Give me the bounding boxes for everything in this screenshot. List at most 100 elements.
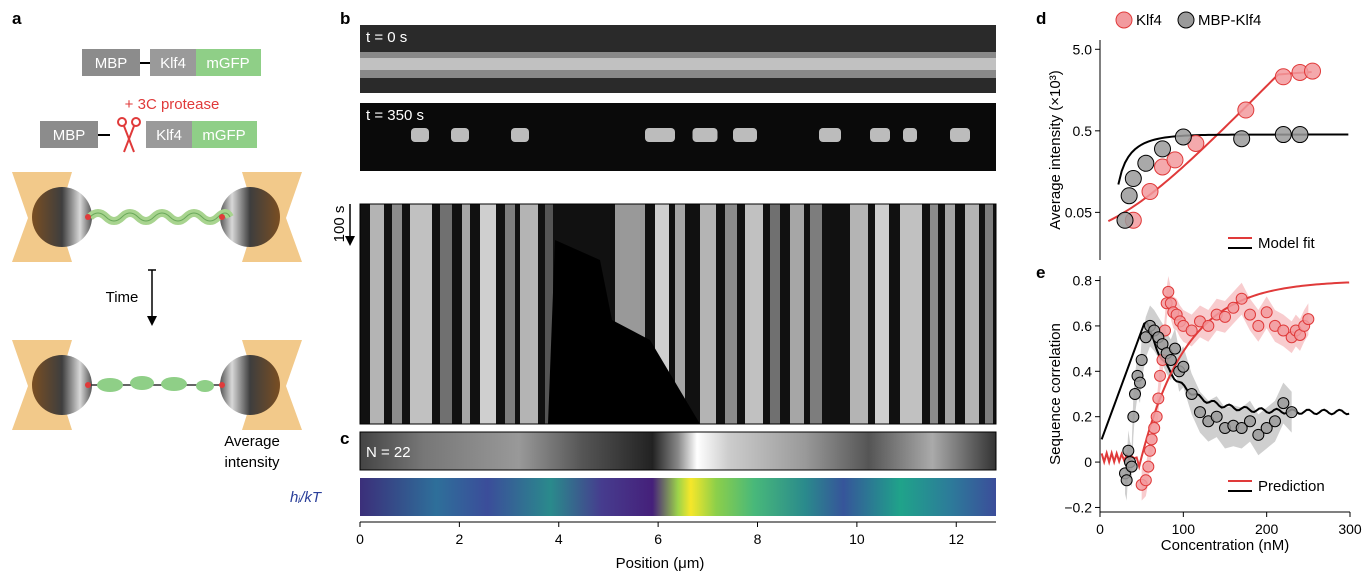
- klf4-box-label: Klf4: [160, 55, 186, 72]
- chart-e-point-klf4: [1219, 310, 1231, 323]
- kymograph: [359, 203, 997, 425]
- average-intensity-label-2: intensity: [224, 454, 280, 471]
- time-label: Time: [106, 289, 139, 306]
- mbp2-box-label: MBP: [53, 127, 86, 144]
- kymograph-trace: [700, 204, 716, 424]
- chart-e-point-klf4: [1148, 422, 1161, 435]
- chart-e-point-klf4: [1152, 392, 1165, 405]
- position-tick-label: 4: [555, 531, 563, 547]
- chart-d-point-mbp: [1274, 126, 1292, 144]
- legend-model-fit: Model fit: [1258, 235, 1316, 252]
- chart-e-ytick-label: 0: [1084, 454, 1092, 470]
- chart-e-point-klf4: [1150, 410, 1163, 423]
- chart-e-ytick-label: −0.2: [1064, 499, 1092, 515]
- position-tick-label: 0: [356, 531, 364, 547]
- chart-e-point-mbp: [1169, 342, 1181, 355]
- chart-e-point-klf4: [1162, 285, 1175, 298]
- chart-e-point-mbp: [1139, 331, 1152, 344]
- kymograph-trace: [875, 204, 889, 424]
- chart-e-point-mbp: [1235, 422, 1248, 435]
- t350-spot: [411, 128, 429, 142]
- position-tick-label: 10: [849, 531, 865, 547]
- chart-e-point-mbp: [1177, 360, 1190, 373]
- t350-spot: [870, 128, 890, 142]
- panel-label-e: e: [1036, 263, 1045, 282]
- chart-e-point-klf4: [1154, 369, 1166, 382]
- kymograph-trace: [945, 204, 955, 424]
- chart-e-point-klf4: [1202, 319, 1215, 332]
- t350-spot: [903, 128, 917, 142]
- chart-e-point-klf4: [1244, 308, 1256, 321]
- chart-d-ytick-label: 5.0: [1073, 41, 1093, 57]
- chart-e-xtick-label: 0: [1096, 521, 1104, 537]
- position-tick-label: 8: [754, 531, 762, 547]
- chart-e-point-klf4: [1144, 444, 1156, 457]
- kymograph-trace: [985, 204, 993, 424]
- legend-prediction: Prediction: [1258, 478, 1325, 495]
- chart-e-point-klf4: [1252, 319, 1265, 332]
- chart-e-point-mbp: [1134, 376, 1146, 389]
- chart-e-ytick-label: 0.8: [1073, 273, 1093, 289]
- kymograph-trace: [440, 204, 452, 424]
- chart-e-point-mbp: [1252, 428, 1265, 441]
- chart-e-point-mbp: [1125, 460, 1138, 473]
- kymograph-trace: [850, 204, 868, 424]
- panel-label-c: c: [340, 429, 349, 448]
- kymograph-trace: [462, 204, 470, 424]
- bead-icon: [32, 187, 92, 247]
- bead-icon: [220, 187, 280, 247]
- chart-e-xtick-label: 300: [1338, 521, 1362, 537]
- bead-icon: [220, 355, 280, 415]
- chart-e-point-mbp: [1244, 415, 1256, 428]
- chart-e-point-mbp: [1164, 353, 1177, 366]
- chart-e-point-klf4: [1142, 460, 1155, 473]
- kymograph-trace: [410, 204, 432, 424]
- chart-e-ytick-label: 0.4: [1073, 363, 1093, 379]
- chart-d-point-klf4: [1166, 151, 1184, 169]
- kymograph-trace: [675, 204, 685, 424]
- chart-e-ytick-label: 0.2: [1073, 409, 1093, 425]
- position-axis-label: Position (μm): [616, 555, 705, 572]
- chart-e-point-mbp: [1135, 353, 1148, 366]
- position-tick-label: 6: [654, 531, 662, 547]
- chart-e-point-klf4: [1145, 433, 1158, 446]
- legend-mbp: MBP-Klf4: [1198, 12, 1261, 29]
- kymograph-trace: [810, 204, 822, 424]
- chart-d-point-mbp: [1124, 170, 1142, 188]
- chart-d-point-mbp: [1137, 154, 1155, 172]
- chart-e-xlabel: Concentration (nM): [1161, 537, 1289, 554]
- chart-d-point-mbp: [1233, 130, 1251, 148]
- chart-e-point-klf4: [1302, 313, 1315, 326]
- panel-label-a: a: [12, 9, 22, 28]
- chart-d-point-klf4: [1274, 68, 1292, 86]
- klf4-2-box-label: Klf4: [156, 127, 182, 144]
- chart-d-ytick-label: 0.5: [1073, 123, 1093, 139]
- kymograph-trace: [745, 204, 763, 424]
- chart-e-point-klf4: [1260, 306, 1273, 319]
- t350-spot: [451, 128, 469, 142]
- chart-d-point-mbp: [1174, 128, 1192, 146]
- legend-marker-klf4: [1115, 11, 1133, 29]
- dna-with-protein: [87, 209, 234, 225]
- chart-d-point-mbp: [1154, 140, 1171, 158]
- chart-d-ylabel: Average intensity (×10³): [1047, 70, 1064, 229]
- chart-d-point-klf4: [1141, 183, 1159, 201]
- chart-d-point-mbp: [1120, 187, 1138, 205]
- kymograph-trace: [965, 204, 979, 424]
- kymograph-trace: [770, 204, 780, 424]
- chart-e-xtick-label: 200: [1255, 521, 1279, 537]
- panel-label-d: d: [1036, 9, 1046, 28]
- t350-spot: [819, 128, 841, 142]
- kymograph-trace: [900, 204, 922, 424]
- mgfp-2-box-label: mGFP: [202, 127, 245, 144]
- panel-label-b: b: [340, 9, 350, 28]
- chart-e-point-mbp: [1285, 406, 1298, 419]
- optical-trap-bottom: [12, 340, 302, 430]
- kymograph-trace: [520, 204, 538, 424]
- position-tick-label: 2: [455, 531, 463, 547]
- t0-label: t = 0 s: [366, 29, 407, 46]
- legend-klf4: Klf4: [1136, 12, 1162, 29]
- chart-d-ytick-label: 0.05: [1065, 204, 1092, 220]
- kymograph-trace: [725, 204, 737, 424]
